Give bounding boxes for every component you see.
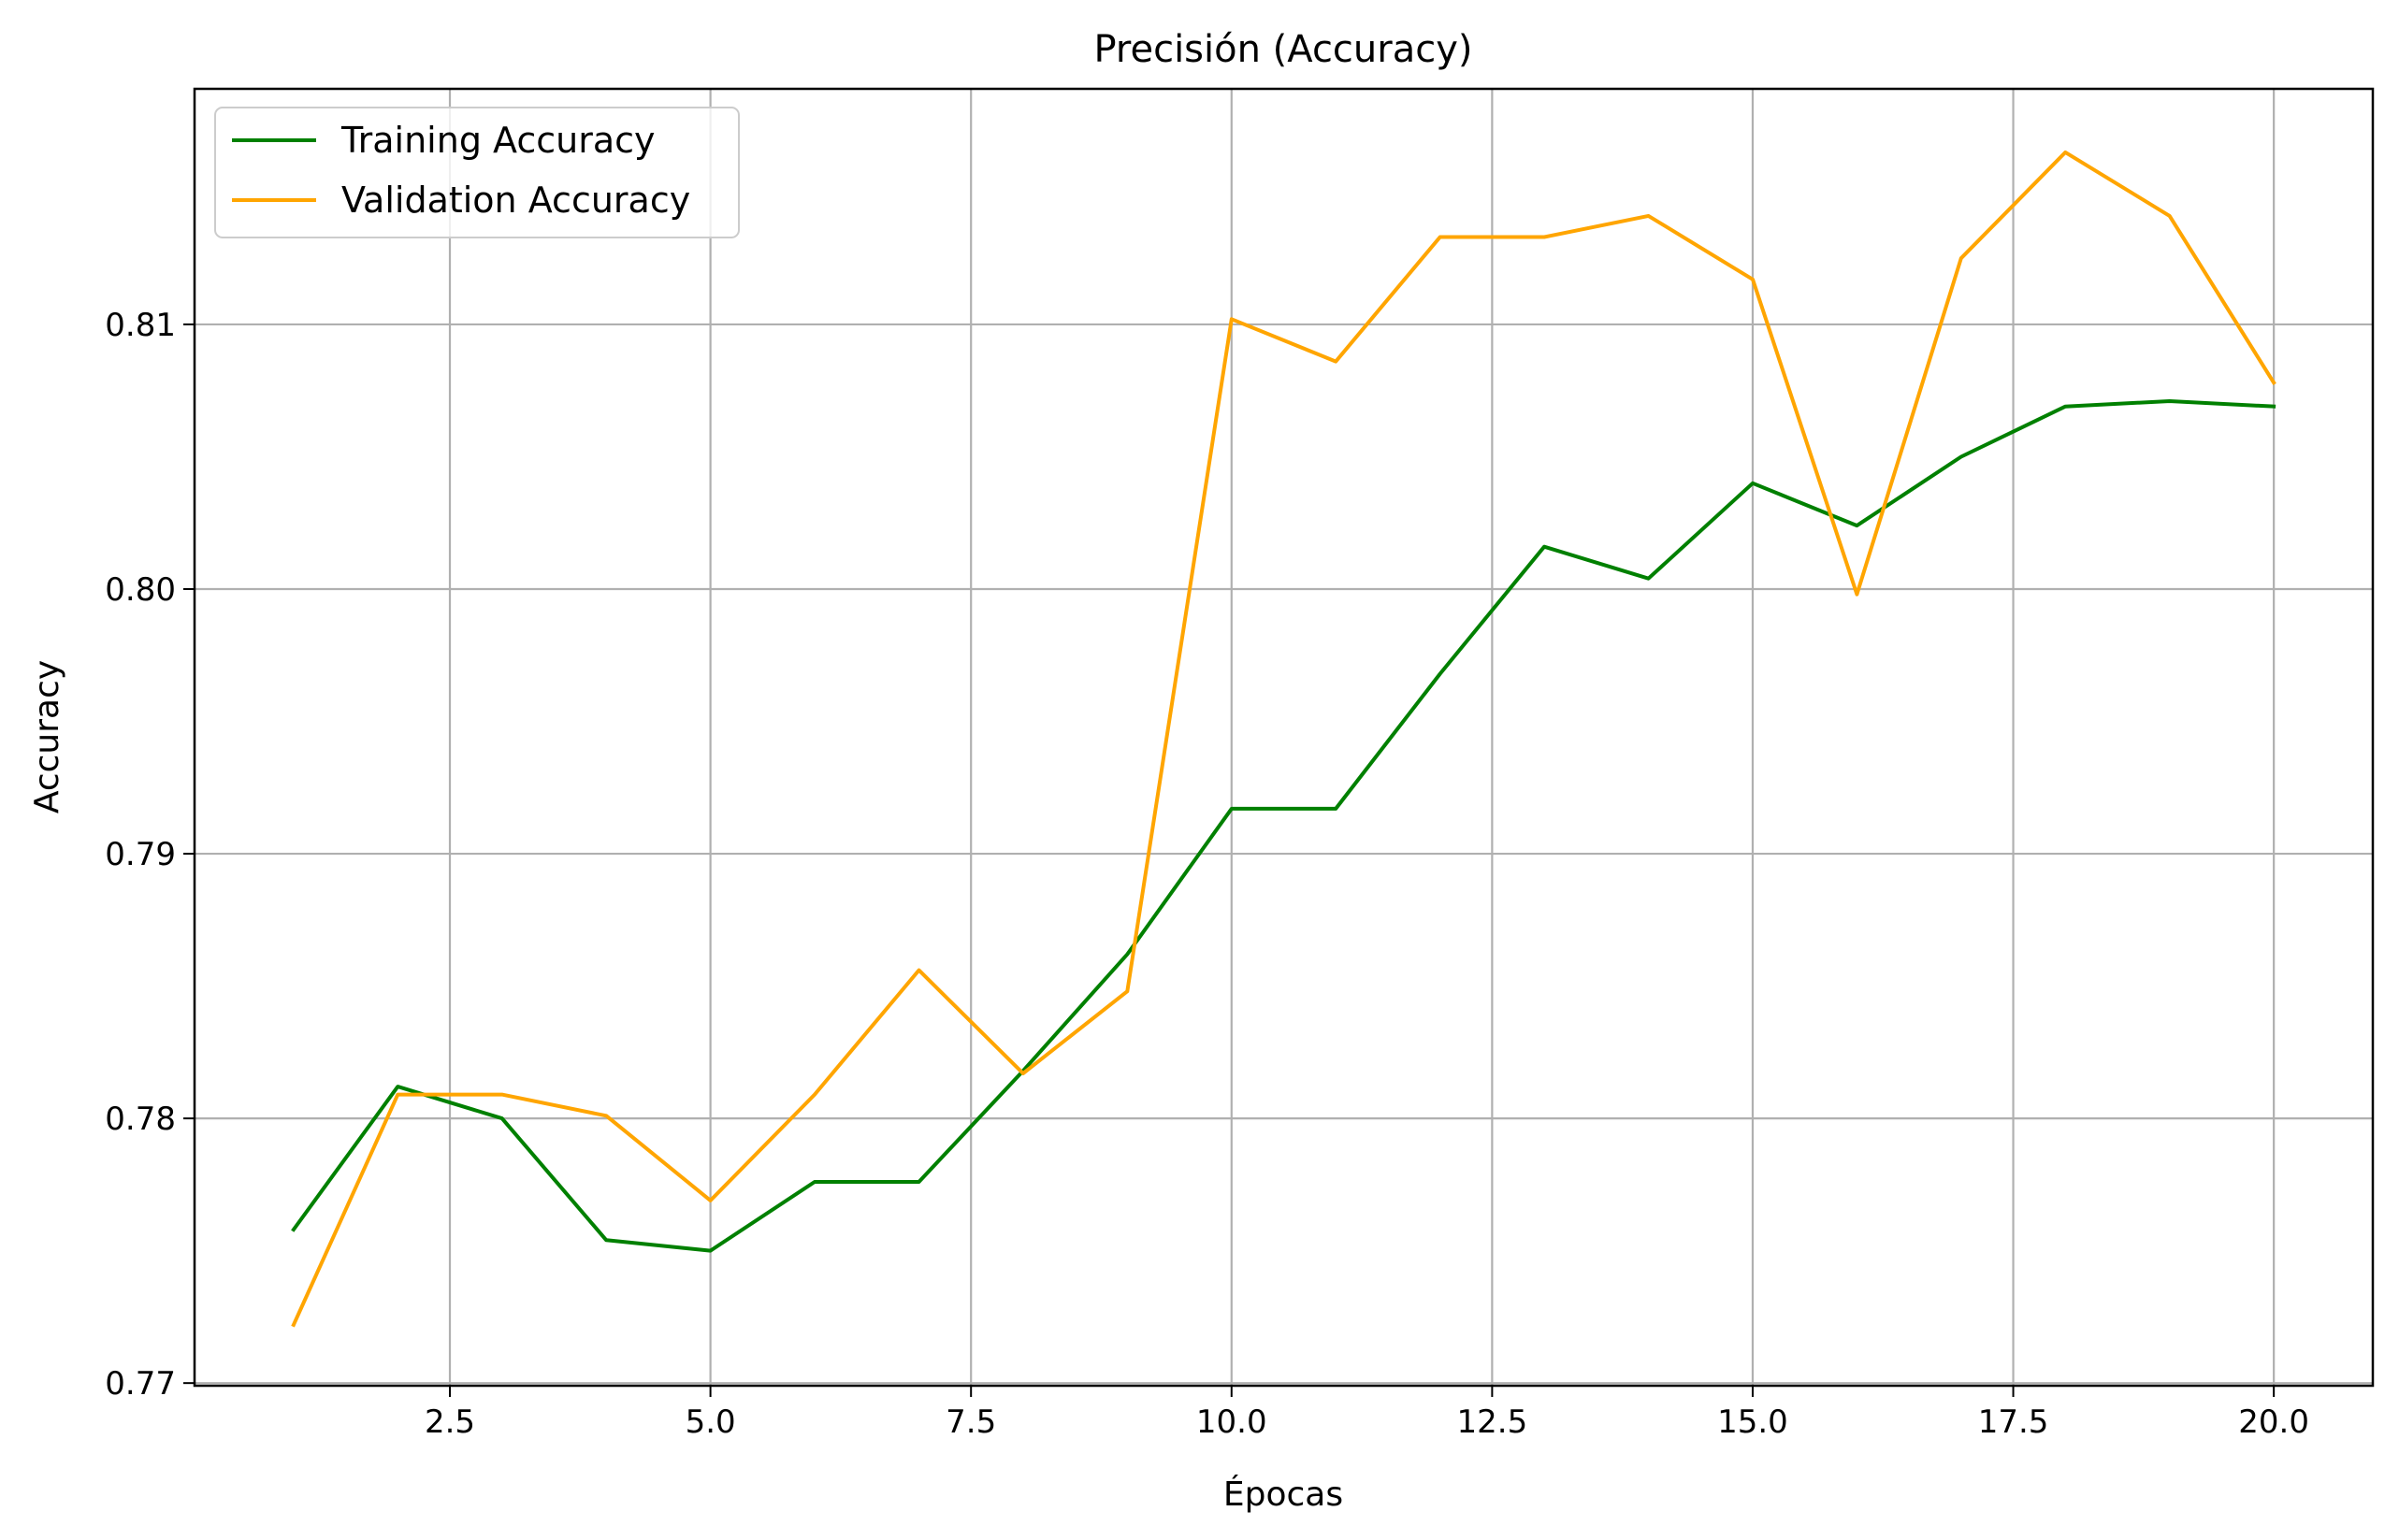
- axis-ticks: 2.5 5.0 7.5 10.0 12.5 15.0 17.5 20.0 0.77 0.78 0.7…: [105, 307, 2309, 1441]
- y-axis-label: Accuracy: [28, 660, 66, 813]
- y-tick-label: 0.81: [105, 307, 176, 344]
- legend-label-validation: Validation Accuracy: [341, 180, 690, 221]
- legend-box: [214, 107, 740, 238]
- x-tick-label: 2.5: [425, 1403, 475, 1441]
- x-axis-label: Épocas: [1223, 1475, 1343, 1514]
- chart-title: Precisión (Accuracy): [1093, 28, 1472, 71]
- x-tick-label: 15.0: [1717, 1403, 1788, 1441]
- validation-accuracy-line: [291, 150, 2276, 1328]
- plot-frame: [193, 87, 2375, 1388]
- x-tick-label: 12.5: [1457, 1403, 1528, 1441]
- series-lines: [291, 150, 2276, 1328]
- y-tick-label: 0.79: [105, 836, 176, 873]
- x-tick-label: 10.0: [1196, 1403, 1267, 1441]
- y-tick-label: 0.77: [105, 1365, 176, 1403]
- legend-label-training: Training Accuracy: [340, 120, 656, 161]
- y-tick-label: 0.78: [105, 1101, 176, 1138]
- x-tick-label: 7.5: [946, 1403, 996, 1441]
- legend: Training Accuracy Validation Accuracy: [214, 107, 740, 238]
- grid-lines: [195, 89, 2373, 1386]
- x-tick-label: 20.0: [2238, 1403, 2309, 1441]
- x-tick-label: 17.5: [1978, 1403, 2049, 1441]
- training-accuracy-line: [291, 399, 2276, 1253]
- x-tick-label: 5.0: [686, 1403, 736, 1441]
- y-tick-label: 0.80: [105, 571, 176, 609]
